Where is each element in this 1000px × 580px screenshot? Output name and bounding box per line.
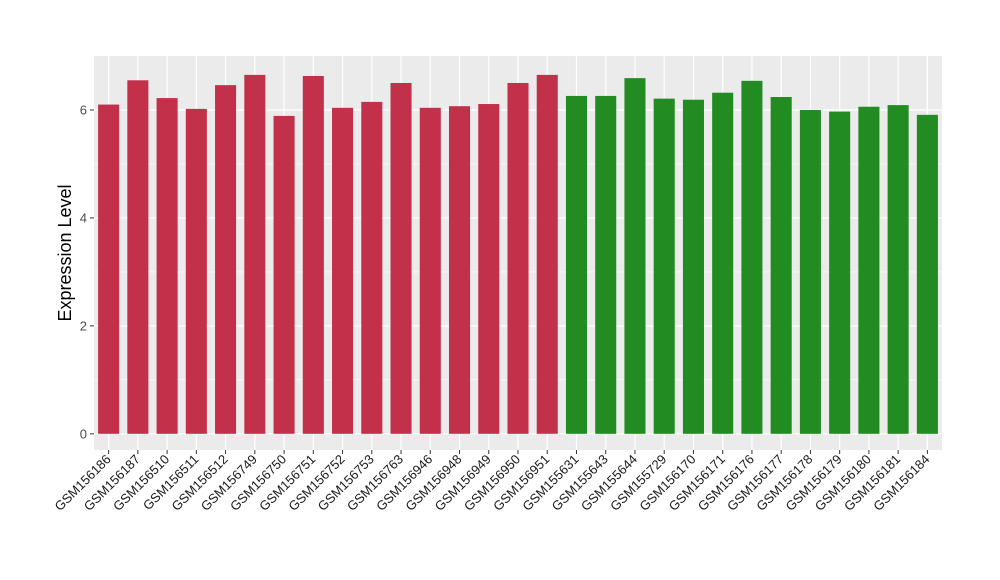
y-axis: 0 2 4 6 xyxy=(80,102,94,441)
bar-GSM156951 xyxy=(536,74,558,434)
bar-GSM156750 xyxy=(273,115,295,434)
bar-GSM156949 xyxy=(478,104,500,434)
bar-GSM156950 xyxy=(507,82,529,434)
bar-GSM156946 xyxy=(419,107,441,434)
bar-GSM156753 xyxy=(361,101,383,434)
bars xyxy=(98,74,938,434)
bar-GSM156511 xyxy=(185,108,207,434)
bar-GSM156751 xyxy=(302,75,324,434)
bar-GSM155631 xyxy=(565,95,588,434)
bar-GSM156176 xyxy=(741,80,763,434)
bar-GSM156512 xyxy=(215,85,237,434)
bar-GSM156179 xyxy=(829,111,851,434)
bar-GSM156184 xyxy=(916,114,938,434)
bar-GSM156177 xyxy=(770,97,792,434)
bar-GSM156510 xyxy=(156,98,178,434)
x-axis: GSM156186GSM156187GSM156510GSM156511GSM1… xyxy=(52,450,933,514)
y-tick-label: 4 xyxy=(80,210,87,225)
bar-GSM156752 xyxy=(332,107,354,434)
bar-GSM156170 xyxy=(682,99,704,434)
y-axis-title: Expression Level xyxy=(55,184,75,321)
y-tick-label: 6 xyxy=(80,102,87,117)
bar-GSM156187 xyxy=(127,80,149,434)
bar-GSM156763 xyxy=(390,82,412,434)
bar-GSM156749 xyxy=(244,74,266,434)
bar-GSM156180 xyxy=(858,106,880,434)
y-tick-label: 0 xyxy=(80,426,87,441)
y-tick-label: 2 xyxy=(80,318,87,333)
bar-GSM155729 xyxy=(653,98,675,434)
bar-GSM156181 xyxy=(887,105,909,434)
bar-GSM155643 xyxy=(595,95,617,434)
bar-GSM156948 xyxy=(448,106,471,434)
bar-GSM155644 xyxy=(624,78,646,434)
bar-GSM156178 xyxy=(799,109,821,434)
bar-GSM156171 xyxy=(712,92,734,434)
bar-GSM156186 xyxy=(98,104,120,434)
